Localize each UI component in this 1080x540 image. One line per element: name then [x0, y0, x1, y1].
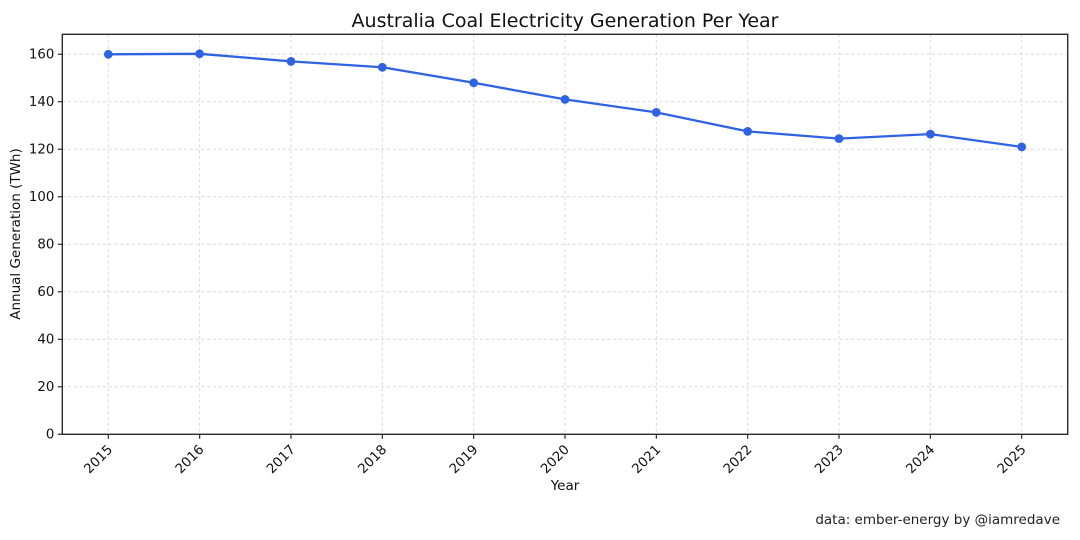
x-tick-label: 2023 — [812, 443, 847, 478]
grid-layer — [62, 34, 1068, 435]
data-point-2019 — [469, 78, 479, 88]
y-tick-label: 0 — [46, 428, 54, 443]
y-tick-label: 60 — [37, 285, 54, 300]
y-tick-label: 20 — [37, 380, 54, 395]
x-tick-label: 2022 — [721, 443, 756, 478]
y-tick-label: 120 — [29, 143, 54, 158]
data-point-2025 — [1017, 142, 1027, 152]
y-tick-label: 40 — [37, 333, 54, 348]
data-point-2020 — [560, 95, 570, 104]
data-point-2015 — [103, 49, 113, 59]
x-tick-label: 2017 — [264, 443, 299, 478]
attribution-text: data: ember-energy by @iamredave — [815, 512, 1060, 528]
x-tick-label: 2015 — [82, 443, 117, 478]
x-tick-label: 2016 — [173, 443, 208, 478]
data-point-2024 — [926, 129, 935, 139]
x-tick-label: 2019 — [447, 443, 482, 478]
x-tick-label: 2021 — [630, 443, 665, 478]
y-axis-label: Annual Generation (TWh) — [8, 148, 24, 320]
data-point-2017 — [286, 57, 296, 66]
data-point-2023 — [834, 134, 844, 144]
data-point-2016 — [195, 49, 205, 59]
y-tick-label: 160 — [29, 48, 54, 63]
y-tick-label: 80 — [37, 238, 54, 253]
y-tick-label: 140 — [29, 95, 54, 110]
x-axis-label: Year — [550, 478, 580, 494]
chart-title: Australia Coal Electricity Generation Pe… — [352, 10, 779, 32]
data-point-2021 — [651, 108, 661, 117]
data-point-2022 — [743, 126, 753, 136]
x-tick-label: 2025 — [995, 443, 1030, 478]
x-tick-label: 2020 — [538, 443, 573, 478]
x-tick-label: 2018 — [356, 443, 391, 478]
y-tick-label: 100 — [29, 190, 54, 205]
data-point-2018 — [377, 62, 387, 72]
x-tick-label: 2024 — [904, 443, 939, 478]
series-layer — [103, 49, 1027, 152]
axes-layer: 0 20 40 60 80 100 120 140 160 2015 2016 2017 2018 201… — [29, 48, 1030, 477]
